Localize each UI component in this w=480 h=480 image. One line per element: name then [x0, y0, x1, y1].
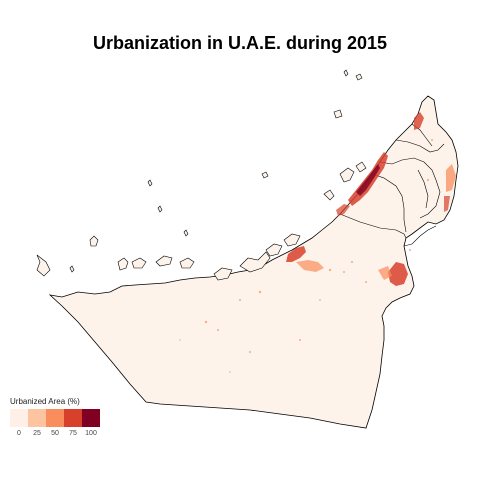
island: [355, 161, 367, 173]
urban-fujairah: [446, 164, 456, 192]
island: [131, 257, 147, 269]
urban-areas: [179, 112, 456, 373]
island: [323, 189, 335, 201]
border-abudhabi-dubai: [339, 213, 407, 239]
urban-coast-west: [336, 204, 350, 216]
island: [147, 179, 153, 187]
island: [265, 243, 283, 257]
border-fujairah: [419, 179, 441, 219]
legend-tick-label: 0: [17, 430, 21, 437]
island: [155, 255, 173, 267]
island: [69, 265, 75, 273]
legend-swatch: [28, 409, 46, 427]
urban-abudhabi: [286, 246, 306, 262]
island: [213, 267, 233, 281]
border-ajman-rak: [395, 139, 445, 153]
urban-scattered-points: [179, 139, 433, 373]
legend-swatch: [82, 409, 100, 427]
urban-alain: [388, 262, 408, 286]
border-dubai-sharjah: [371, 173, 407, 233]
border-sharjah-inland: [379, 157, 437, 181]
islands: [36, 69, 367, 281]
legend-swatch: [10, 409, 28, 427]
island: [283, 233, 301, 247]
island: [179, 257, 195, 269]
island: [89, 235, 99, 247]
island: [339, 167, 355, 183]
map-title: Urbanization in U.A.E. during 2015: [92, 33, 388, 53]
legend-swatch: [64, 409, 82, 427]
island: [117, 257, 129, 271]
island: [183, 229, 189, 237]
urban-dubai-core: [356, 164, 380, 196]
urban-abudhabi-mainland: [296, 260, 324, 272]
legend-tick-label: 25: [33, 430, 41, 437]
legend-tick-label: 50: [51, 430, 59, 437]
border-east: [403, 225, 437, 247]
legend-title: Urbanized Area (%): [10, 397, 80, 406]
island: [239, 251, 271, 273]
emirate-borders: [339, 123, 445, 247]
legend-colorbar: [10, 409, 110, 427]
island: [333, 109, 343, 119]
urban-east-coast: [444, 196, 450, 212]
island: [36, 254, 51, 277]
border-inner: [417, 169, 429, 209]
urban-rak: [414, 112, 424, 130]
uae-landmass: [48, 95, 459, 429]
legend-tick-labels: 0 25 50 75 100: [10, 430, 110, 442]
urban-alain-fringe: [378, 266, 392, 280]
legend-tick-label: 75: [69, 430, 77, 437]
legend-swatch: [46, 409, 64, 427]
legend-tick-label: 100: [85, 430, 97, 437]
map-legend: Urbanized Area (%) 0 25 50 75 100: [10, 397, 110, 442]
island: [157, 205, 163, 213]
island: [343, 69, 349, 77]
island: [355, 73, 363, 81]
island: [261, 171, 269, 179]
